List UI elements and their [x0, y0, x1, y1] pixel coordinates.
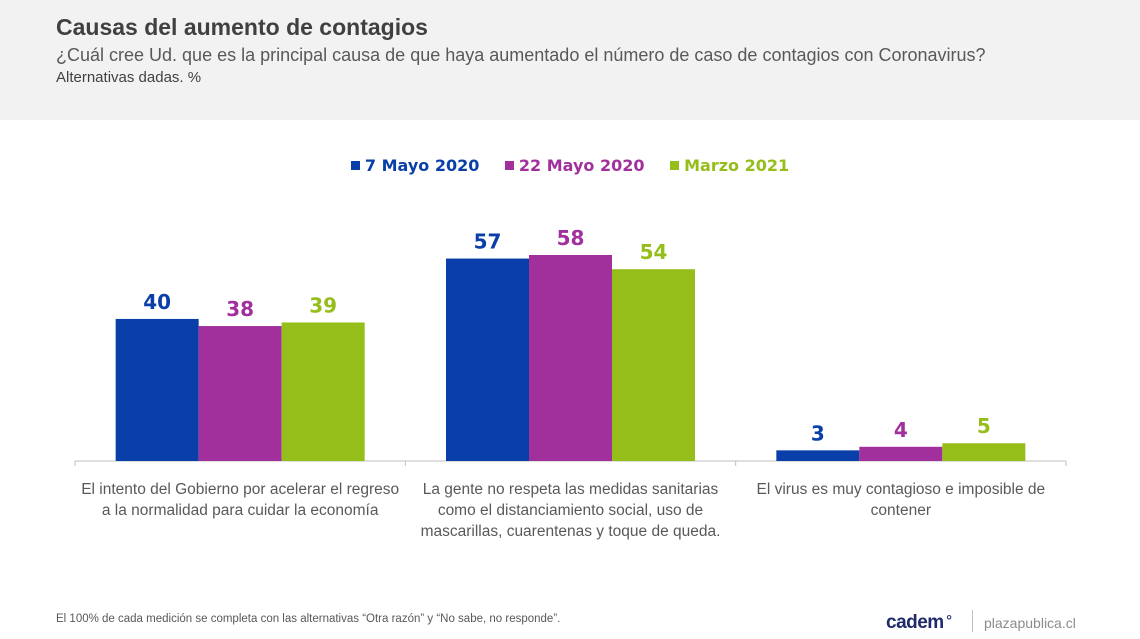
data-label: 5	[977, 414, 991, 438]
data-label: 54	[640, 240, 668, 264]
legend-item-series-1: 7 Mayo 2020	[350, 156, 480, 175]
brand-logo-mark-icon: ⚬	[943, 610, 955, 625]
legend-swatch-series-1	[350, 161, 360, 170]
legend-item-series-2: 22 Mayo 2020	[504, 156, 645, 175]
page-title: Causas del aumento de contagios	[56, 14, 428, 40]
category-label: mascarillas, cuarentenas y toque de qued…	[421, 523, 721, 540]
page-note: Alternativas dadas. %	[56, 69, 202, 86]
category-label: como el distanciamiento social, uso de	[438, 502, 703, 519]
brand-logo: cadem⚬	[886, 610, 955, 634]
category-label: contener	[871, 502, 931, 519]
legend-label-series-2: 22 Mayo 2020	[518, 156, 645, 175]
chart-legend: 7 Mayo 2020 22 Mayo 2020 Marzo 2021	[0, 156, 1140, 175]
data-label: 38	[226, 297, 254, 321]
data-label: 39	[309, 293, 337, 317]
category-label: El intento del Gobierno por acelerar el …	[81, 481, 399, 498]
legend-label-series-3: Marzo 2021	[684, 156, 790, 175]
footnote: El 100% de cada medición se completa con…	[56, 613, 561, 625]
category-label: El virus es muy contagioso e imposible d…	[757, 481, 1046, 498]
bar-3-series-1	[776, 450, 860, 461]
bar-3-series-3	[942, 443, 1026, 461]
legend-swatch-series-3	[670, 161, 680, 170]
bar-2-series-3	[612, 269, 695, 461]
data-label: 4	[894, 418, 908, 442]
legend-swatch-series-2	[504, 161, 514, 170]
legend-label-series-1: 7 Mayo 2020	[364, 156, 480, 175]
data-label: 57	[474, 230, 502, 254]
page-subtitle: ¿Cuál cree Ud. que es la principal causa…	[56, 45, 986, 65]
bar-1-series-1	[115, 318, 199, 461]
site-url: plazapublica.cl	[984, 615, 1076, 631]
data-label: 3	[811, 421, 825, 445]
data-label: 58	[557, 226, 585, 250]
footer-separator	[972, 610, 973, 632]
category-label: La gente no respeta las medidas sanitari…	[423, 481, 719, 498]
bar-1-series-2	[198, 326, 282, 461]
data-label: 40	[143, 290, 171, 314]
header-band	[0, 0, 1140, 120]
bar-3-series-2	[859, 446, 943, 461]
bar-2-series-1	[446, 258, 529, 461]
bar-2-series-2	[529, 255, 612, 461]
bar-1-series-3	[281, 322, 365, 461]
category-label: a la normalidad para cuidar la economía	[102, 502, 379, 519]
brand-logo-text: cadem	[886, 612, 944, 633]
legend-item-series-3: Marzo 2021	[670, 156, 789, 175]
